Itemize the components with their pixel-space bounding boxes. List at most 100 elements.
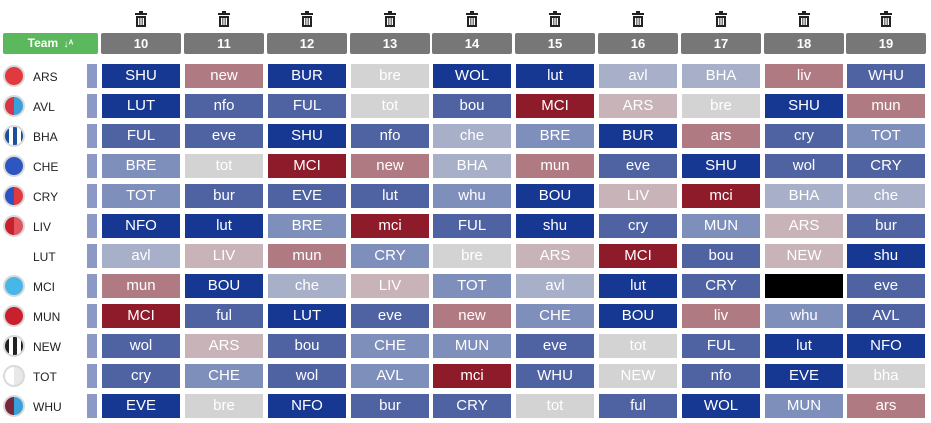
fixture-cell[interactable]: eve xyxy=(847,274,925,298)
fixture-cell[interactable]: AVL xyxy=(847,304,925,328)
fixture-cell[interactable]: cry xyxy=(765,124,843,148)
fixture-cell[interactable]: BRE xyxy=(102,154,180,178)
fixture-cell[interactable]: lut xyxy=(516,64,594,88)
fixture-cell[interactable]: WOL xyxy=(433,64,511,88)
fixture-cell[interactable]: mci xyxy=(682,184,760,208)
fixture-cell[interactable]: TOT xyxy=(433,274,511,298)
fixture-cell[interactable]: MCI xyxy=(102,304,180,328)
fixture-cell[interactable]: NFO xyxy=(102,214,180,238)
fixture-cell[interactable]: whu xyxy=(433,184,511,208)
fixture-cell[interactable]: AVL xyxy=(351,364,429,388)
fixture-cell[interactable]: liv xyxy=(765,64,843,88)
trash-icon[interactable] xyxy=(383,11,397,27)
fixture-cell[interactable]: mci xyxy=(433,364,511,388)
fixture-cell[interactable]: NFO xyxy=(268,394,346,418)
fixture-cell[interactable]: FUL xyxy=(268,94,346,118)
fixture-cell[interactable]: shu xyxy=(516,214,594,238)
fixture-cell[interactable]: nfo xyxy=(185,94,263,118)
fixture-cell[interactable]: ful xyxy=(599,394,677,418)
fixture-cell[interactable]: eve xyxy=(351,304,429,328)
fixture-cell[interactable]: cry xyxy=(599,214,677,238)
fixture-cell[interactable]: BHA xyxy=(433,154,511,178)
fixture-cell[interactable]: CRY xyxy=(433,394,511,418)
fixture-cell[interactable]: bur xyxy=(185,184,263,208)
fixture-cell[interactable]: SHU xyxy=(682,154,760,178)
fixture-cell[interactable]: TOT xyxy=(102,184,180,208)
fixture-cell[interactable]: ARS xyxy=(185,334,263,358)
fixture-cell[interactable]: new xyxy=(185,64,263,88)
fixture-cell[interactable]: ARS xyxy=(765,214,843,238)
trash-icon[interactable] xyxy=(714,11,728,27)
fixture-cell[interactable]: ars xyxy=(682,124,760,148)
fixture-cell[interactable]: lut xyxy=(765,334,843,358)
fixture-cell[interactable]: avl xyxy=(599,64,677,88)
fixture-cell[interactable]: MUN xyxy=(765,394,843,418)
fixture-cell[interactable]: FUL xyxy=(433,214,511,238)
fixture-cell[interactable]: new xyxy=(351,154,429,178)
trash-icon[interactable] xyxy=(134,11,148,27)
fixture-cell[interactable]: LUT xyxy=(268,304,346,328)
fixture-cell[interactable]: bre xyxy=(185,394,263,418)
fixture-cell[interactable]: che xyxy=(268,274,346,298)
fixture-cell[interactable]: avl xyxy=(102,244,180,268)
fixture-cell[interactable]: ARS xyxy=(599,94,677,118)
fixture-cell[interactable]: BRE xyxy=(516,124,594,148)
fixture-cell[interactable]: eve xyxy=(599,154,677,178)
fixture-cell[interactable]: SHU xyxy=(765,94,843,118)
fixture-cell[interactable]: CHE xyxy=(351,334,429,358)
fixture-cell[interactable]: BUR xyxy=(599,124,677,148)
fixture-cell[interactable]: lut xyxy=(351,184,429,208)
fixture-cell[interactable]: che xyxy=(847,184,925,208)
fixture-cell[interactable]: mun xyxy=(268,244,346,268)
fixture-cell[interactable]: LIV xyxy=(599,184,677,208)
fixture-cell[interactable]: BUR xyxy=(268,64,346,88)
fixture-cell[interactable]: MCI xyxy=(599,244,677,268)
fixture-cell[interactable]: CHE xyxy=(516,304,594,328)
fixture-cell[interactable]: wol xyxy=(102,334,180,358)
fixture-cell[interactable]: TOT xyxy=(847,124,925,148)
fixture-cell[interactable]: SHU xyxy=(268,124,346,148)
fixture-cell[interactable]: WHU xyxy=(516,364,594,388)
fixture-cell[interactable]: FUL xyxy=(102,124,180,148)
fixture-cell[interactable]: eve xyxy=(185,124,263,148)
fixture-cell[interactable]: whu xyxy=(765,304,843,328)
fixture-cell[interactable]: SHU xyxy=(102,64,180,88)
fixture-cell[interactable]: bre xyxy=(682,94,760,118)
fixture-cell[interactable]: EVE xyxy=(102,394,180,418)
fixture-cell[interactable]: NFO xyxy=(847,334,925,358)
fixture-cell[interactable]: EVE xyxy=(268,184,346,208)
fixture-cell[interactable]: shu xyxy=(847,244,925,268)
fixture-cell[interactable]: mun xyxy=(516,154,594,178)
fixture-cell[interactable]: mun xyxy=(102,274,180,298)
trash-icon[interactable] xyxy=(631,11,645,27)
fixture-cell[interactable]: wol xyxy=(268,364,346,388)
fixture-cell[interactable]: BHA xyxy=(682,64,760,88)
fixture-cell[interactable]: NEW xyxy=(765,244,843,268)
fixture-cell[interactable]: lut xyxy=(599,274,677,298)
fixture-cell[interactable]: ARS xyxy=(516,244,594,268)
fixture-cell[interactable]: nfo xyxy=(682,364,760,388)
fixture-cell[interactable]: EVE xyxy=(765,364,843,388)
fixture-cell[interactable]: MUN xyxy=(433,334,511,358)
fixture-cell[interactable]: mci xyxy=(351,214,429,238)
fixture-cell[interactable]: LIV xyxy=(185,244,263,268)
fixture-cell[interactable] xyxy=(765,274,843,298)
fixture-cell[interactable]: MUN xyxy=(682,214,760,238)
fixture-cell[interactable]: ful xyxy=(185,304,263,328)
trash-icon[interactable] xyxy=(465,11,479,27)
fixture-cell[interactable]: bou xyxy=(268,334,346,358)
fixture-cell[interactable]: FUL xyxy=(682,334,760,358)
fixture-cell[interactable]: bou xyxy=(682,244,760,268)
fixture-cell[interactable]: liv xyxy=(682,304,760,328)
trash-icon[interactable] xyxy=(217,11,231,27)
trash-icon[interactable] xyxy=(300,11,314,27)
fixture-cell[interactable]: eve xyxy=(516,334,594,358)
fixture-cell[interactable]: mun xyxy=(847,94,925,118)
fixture-cell[interactable]: ars xyxy=(847,394,925,418)
trash-icon[interactable] xyxy=(797,11,811,27)
fixture-cell[interactable]: new xyxy=(433,304,511,328)
fixture-cell[interactable]: BOU xyxy=(516,184,594,208)
trash-icon[interactable] xyxy=(548,11,562,27)
fixture-cell[interactable]: bou xyxy=(433,94,511,118)
fixture-cell[interactable]: CRY xyxy=(847,154,925,178)
